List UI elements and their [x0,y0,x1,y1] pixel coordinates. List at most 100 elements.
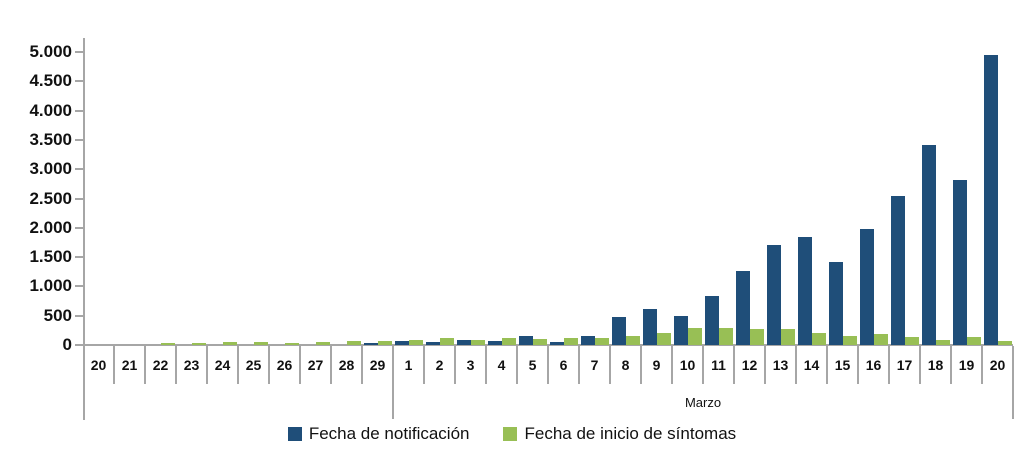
bar-notificacion [984,55,998,345]
bar-sintomas [626,336,640,345]
legend-item-notificacion: Fecha de notificación [287,424,469,444]
y-tick-mark [75,168,83,171]
y-tick-label: 2.000 [29,217,72,237]
y-tick-mark [75,80,83,83]
bar-notificacion [488,341,502,345]
x-tick-label: 14 [803,357,820,373]
y-tick-mark [75,226,83,229]
bar-sintomas [471,340,485,345]
x-tick-label: 20 [90,357,107,373]
bar-notificacion [798,237,812,345]
x-tick-separator [578,346,580,384]
bar-notificacion [395,341,409,345]
y-tick-mark [75,109,83,112]
x-tick-label: 2 [435,357,444,373]
x-tick-label: 8 [621,357,630,373]
x-tick-label: 17 [896,357,913,373]
x-tick-separator [640,346,642,384]
y-tick-label: 3.000 [29,159,72,179]
y-tick-mark [75,344,83,346]
x-axis-line [83,344,1013,346]
x-tick-separator [206,346,208,384]
y-tick-label: 500 [43,305,72,325]
x-tick-separator [609,346,611,384]
x-tick-label: 27 [307,357,324,373]
legend-swatch-sintomas-icon [503,427,518,441]
bar-notificacion [860,229,874,345]
y-tick-label: 0 [62,335,72,354]
legend: Fecha de notificación Fecha de inicio de… [0,424,1024,444]
x-tick-separator [454,346,456,384]
bar-notificacion [736,271,750,345]
bar-sintomas [657,333,671,345]
x-tick-label: 21 [121,357,138,373]
x-tick-separator [144,346,146,384]
y-tick-label: 5.000 [29,42,72,61]
bar-sintomas [223,342,237,345]
bar-notificacion [829,262,843,345]
x-tick-label: 29 [369,357,386,373]
x-tick-separator [981,346,983,384]
bar-sintomas [254,342,268,345]
x-tick-label: 18 [927,357,944,373]
x-tick-separator [516,346,518,384]
y-tick-label: 4.500 [29,71,72,91]
y-axis-line [83,38,85,420]
bar-sintomas [595,338,609,345]
y-tick-mark [75,138,83,141]
bar-notificacion [612,317,626,345]
bar-sintomas [998,341,1012,345]
x-tick-separator [671,346,673,384]
bar-sintomas [347,341,361,345]
x-tick-label: 19 [958,357,975,373]
bar-sintomas [440,338,454,345]
x-tick-separator [888,346,890,384]
bar-sintomas [316,342,330,345]
x-tick-label: 9 [652,357,661,373]
bar-sintomas [750,329,764,345]
y-tick-label: 2.500 [29,188,72,208]
bar-sintomas [719,328,733,345]
x-tick-label: 10 [679,357,696,373]
x-tick-separator [237,346,239,384]
x-tick-label: 11 [711,357,726,373]
bar-notificacion [550,342,564,345]
y-tick-label: 1.500 [29,247,72,267]
x-tick-separator [423,346,425,384]
bar-notificacion [674,316,688,345]
x-tick-separator [702,346,704,384]
y-tick-label: 4.000 [29,100,72,120]
y-tick-mark [75,285,83,288]
bar-notificacion [705,296,719,345]
bar-sintomas [378,341,392,345]
bar-notificacion [581,336,595,345]
legend-item-sintomas: Fecha de inicio de síntomas [503,424,736,444]
y-tick-mark [75,197,83,200]
x-tick-separator [175,346,177,384]
bar-notificacion [891,196,905,345]
month-label: Marzo [684,395,722,410]
x-tick-label: 20 [989,357,1006,373]
bar-notificacion [767,245,781,345]
bar-notificacion [519,336,533,345]
bar-notificacion [922,145,936,345]
x-tick-separator [268,346,270,384]
bar-notificacion [953,180,967,345]
x-tick-label: 24 [214,357,231,373]
x-tick-label: 26 [276,357,293,373]
x-tick-label: 4 [497,357,506,373]
x-tick-separator [795,346,797,384]
x-tick-label: 5 [528,357,537,373]
y-tick-mark [75,314,83,317]
x-tick-label: 1 [404,357,413,373]
x-tick-label: 16 [865,357,882,373]
bar-sintomas [564,338,578,345]
bar-sintomas [192,343,206,345]
x-tick-separator [826,346,828,384]
x-tick-label: 25 [245,357,262,373]
y-tick-label: 3.500 [29,129,72,149]
bar-sintomas [688,328,702,345]
x-tick-separator [113,346,115,384]
x-tick-label: 13 [772,357,789,373]
